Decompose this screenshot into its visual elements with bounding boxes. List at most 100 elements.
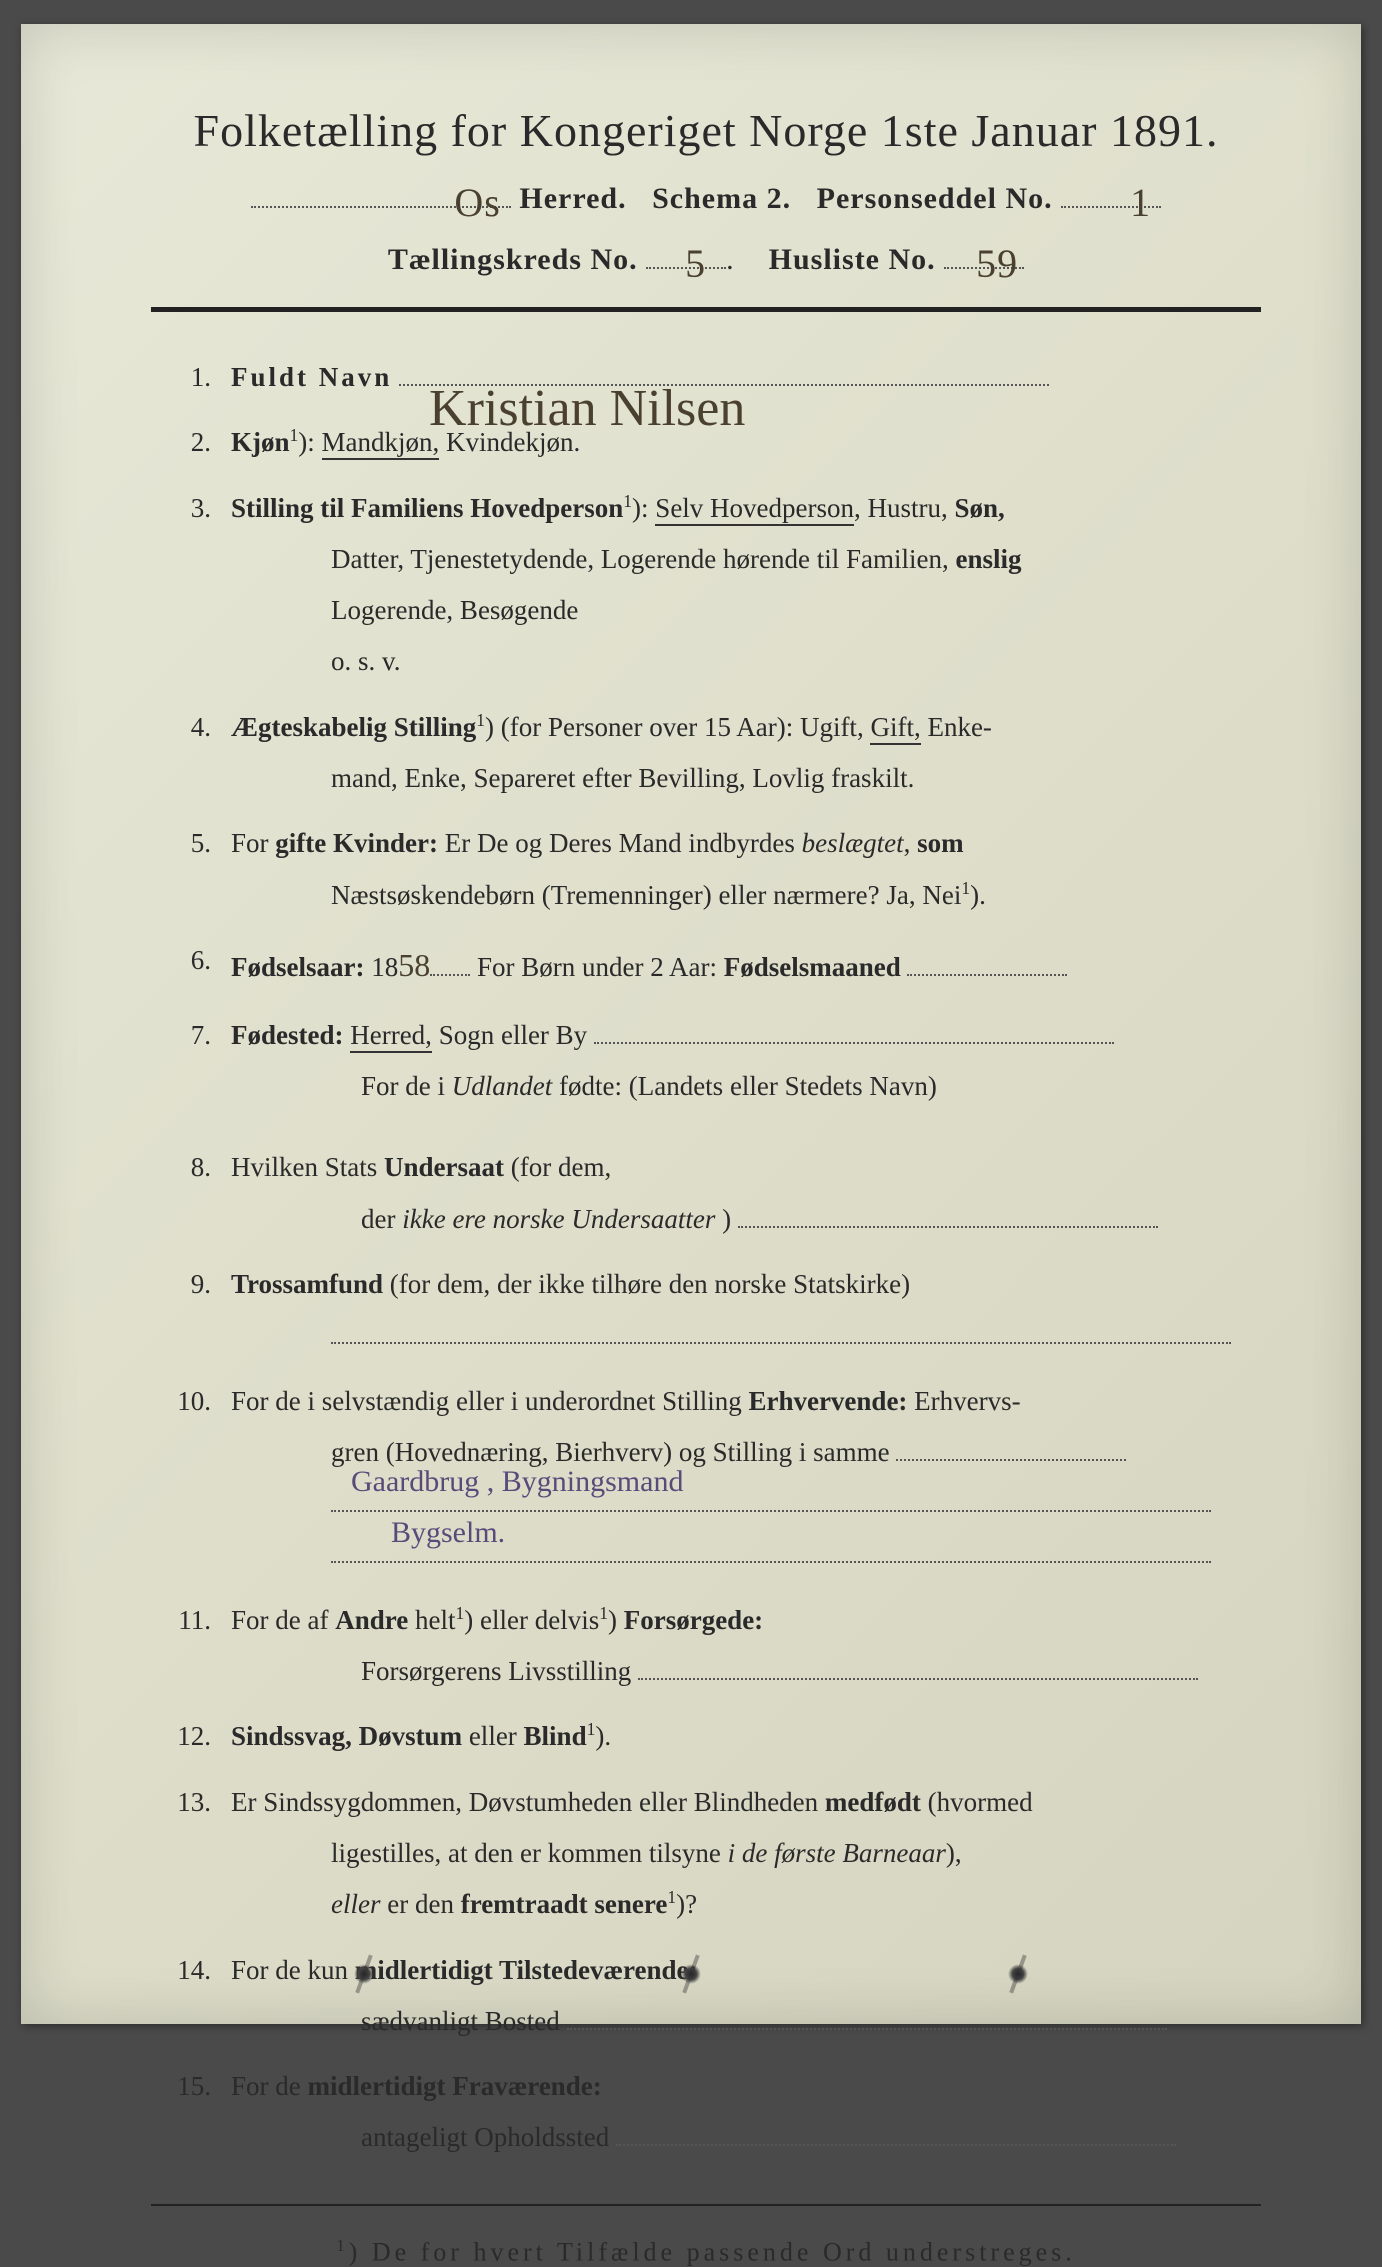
i10-blank2: Bygselm. bbox=[331, 1534, 1211, 1564]
item10-hw1: Gaardbrug , Bygningsmand bbox=[231, 1478, 1261, 1529]
num-15: 15. bbox=[161, 2061, 211, 2112]
i8-dots bbox=[738, 1201, 1158, 1228]
i12-b1: Sindssvag, Døvstum bbox=[231, 1721, 462, 1751]
item-13: 13. Er Sindssygdommen, Døvstumheden elle… bbox=[161, 1777, 1261, 1931]
personseddel-blank: 1 bbox=[1061, 175, 1161, 208]
sup-11b: 1 bbox=[599, 1603, 608, 1623]
num-4: 4. bbox=[161, 702, 211, 753]
item-12: 12. Sindssvag, Døvstum eller Blind1). bbox=[161, 1711, 1261, 1762]
subline-1: Os Herred. Schema 2. Personseddel No. 1 bbox=[151, 175, 1261, 216]
i13-l2b: ), bbox=[946, 1838, 962, 1868]
i8-l2b: ) bbox=[722, 1204, 731, 1234]
item5-line2: Næstsøskendebørn (Tremenninger) eller næ… bbox=[231, 870, 1261, 921]
stilling-son: Søn, bbox=[955, 493, 1005, 523]
kreds-hw: 5 bbox=[685, 240, 706, 269]
census-form-page: Folketælling for Kongeriget Norge 1ste J… bbox=[21, 24, 1361, 2024]
item-14: 14. For de kun midlertidigt Tilstedevære… bbox=[161, 1945, 1261, 2048]
i11-bold2: Forsørgede: bbox=[624, 1605, 763, 1635]
year18: 18 bbox=[371, 952, 398, 982]
item-10: 10. For de i selvstændig eller i underor… bbox=[161, 1376, 1261, 1581]
item3-line2: Datter, Tjenestetydende, Logerende høren… bbox=[231, 534, 1261, 585]
i6-bold2: Fødselsmaaned bbox=[724, 952, 901, 982]
i10-hw1: Gaardbrug , Bygningsmand bbox=[351, 1453, 683, 1510]
item3-line3: Logerende, Besøgende bbox=[231, 585, 1261, 636]
i9-dots bbox=[331, 1317, 1231, 1344]
i13-l2a: ligestilles, at den er kommen tilsyne bbox=[331, 1838, 728, 1868]
i10-bold: Erhvervende: bbox=[748, 1386, 907, 1416]
item13-line3: eller er den fremtraadt senere1)? bbox=[231, 1879, 1261, 1930]
i14-l2: sædvanligt Bosted bbox=[361, 2006, 560, 2036]
sup-13: 1 bbox=[667, 1887, 676, 1907]
item10-hw2: Bygselm. bbox=[231, 1529, 1261, 1580]
i5-ital: beslægtet bbox=[802, 828, 904, 858]
i5-bold: gifte Kvinder: bbox=[275, 828, 438, 858]
i10-hw2: Bygselm. bbox=[391, 1504, 505, 1561]
i8-l2i: ikke ere norske Undersaatter bbox=[402, 1204, 715, 1234]
aegte-rest: Enke- bbox=[927, 712, 991, 742]
footnote-text: ) De for hvert Tilfælde passende Ord und… bbox=[349, 2237, 1076, 2266]
kjon-rest: Kvindekjøn. bbox=[446, 427, 580, 457]
i7-l2a: For de i bbox=[361, 1071, 452, 1101]
i9-bold: Trossamfund bbox=[231, 1269, 383, 1299]
personseddel-label: Personseddel No. bbox=[817, 182, 1053, 215]
personseddel-hw: 1 bbox=[1130, 179, 1151, 208]
item-6: 6. Fødselsaar: 1858 For Børn under 2 Aar… bbox=[161, 935, 1261, 996]
item15-line2: antageligt Opholdssted bbox=[231, 2112, 1261, 2163]
item-5: 5. For gifte Kvinder: Er De og Deres Man… bbox=[161, 818, 1261, 921]
num-6: 6. bbox=[161, 935, 211, 986]
num-1: 1. bbox=[161, 352, 211, 403]
i14-dots bbox=[567, 2003, 1167, 2030]
item-11: 11. For de af Andre helt1) eller delvis1… bbox=[161, 1595, 1261, 1698]
i10-text: For de i selvstændig eller i underordnet… bbox=[231, 1386, 748, 1416]
label-fodested: Fødested: bbox=[231, 1020, 343, 1050]
num-11: 11. bbox=[161, 1595, 211, 1646]
kjon-underlined: Mandkjøn, bbox=[322, 427, 440, 460]
item11-line2: Forsørgerens Livsstilling bbox=[231, 1646, 1261, 1697]
item-3: 3. Stilling til Familiens Hovedperson1):… bbox=[161, 483, 1261, 688]
i13-text: Er Sindssygdommen, Døvstumheden eller Bl… bbox=[231, 1787, 825, 1817]
num-8: 8. bbox=[161, 1142, 211, 1193]
rule-bottom bbox=[151, 2204, 1261, 2206]
num-10: 10. bbox=[161, 1376, 211, 1427]
stilling-enslig: enslig bbox=[955, 544, 1021, 574]
i5-lead: For bbox=[231, 828, 275, 858]
schema-label: Schema 2. bbox=[652, 182, 791, 215]
label-aegte: Ægteskabelig Stilling bbox=[231, 712, 476, 742]
i7-rest: Sogn eller By bbox=[439, 1020, 588, 1050]
item-1: 1. Fuldt Navn Kristian Nilsen bbox=[161, 352, 1261, 403]
i13-b3: fremtraadt senere bbox=[461, 1889, 668, 1919]
i7-l2i: Udlandet bbox=[452, 1071, 553, 1101]
navn-hw: Kristian Nilsen bbox=[429, 360, 745, 388]
navn-blank: Kristian Nilsen bbox=[399, 356, 1049, 386]
i10-dots1 bbox=[896, 1434, 1126, 1461]
label-kjon: Kjøn bbox=[231, 427, 290, 457]
item-8: 8. Hvilken Stats Undersaat (for dem, der… bbox=[161, 1142, 1261, 1245]
i10-rest: Erhvervs- bbox=[914, 1386, 1020, 1416]
sup-4: 1 bbox=[476, 710, 485, 730]
subline-2: Tællingskreds No. 5 . Husliste No. 59 bbox=[151, 236, 1261, 277]
herred-label: Herred. bbox=[519, 182, 626, 215]
stilling-selv: Selv Hovedperson bbox=[655, 493, 854, 526]
i13-l3b: er den bbox=[387, 1889, 460, 1919]
i15-text: For de bbox=[231, 2071, 308, 2101]
i12-rest: eller bbox=[469, 1721, 524, 1751]
item7-line2: For de i Udlandet fødte: (Landets eller … bbox=[231, 1061, 1261, 1112]
i11-r1: helt bbox=[415, 1605, 456, 1635]
sup-2: 1 bbox=[290, 425, 299, 445]
sup-11a: 1 bbox=[455, 1603, 464, 1623]
i13-l3c: ? bbox=[685, 1889, 697, 1919]
num-7: 7. bbox=[161, 1010, 211, 1061]
hole-icon bbox=[681, 1964, 701, 1984]
maaned-dots bbox=[907, 949, 1067, 976]
i11-bold: Andre bbox=[335, 1605, 408, 1635]
year-hw: 58 bbox=[398, 947, 430, 983]
i13-l3a: eller bbox=[331, 1889, 387, 1919]
stilling-l2a: Datter, Tjenestetydende, Logerende høren… bbox=[331, 544, 955, 574]
label-fodselsaar: Fødselsaar: bbox=[231, 952, 364, 982]
i13-rest: (hvormed bbox=[928, 1787, 1033, 1817]
i12-b2: Blind bbox=[524, 1721, 587, 1751]
item4-line2: mand, Enke, Separeret efter Bevilling, L… bbox=[231, 753, 1261, 804]
aegte-paren: (for Personer over 15 Aar): Ugift, bbox=[501, 712, 871, 742]
footnote: 1) De for hvert Tilfælde passende Ord un… bbox=[151, 2236, 1261, 2267]
i7-l2b: fødte: (Landets eller Stedets Navn) bbox=[559, 1071, 937, 1101]
